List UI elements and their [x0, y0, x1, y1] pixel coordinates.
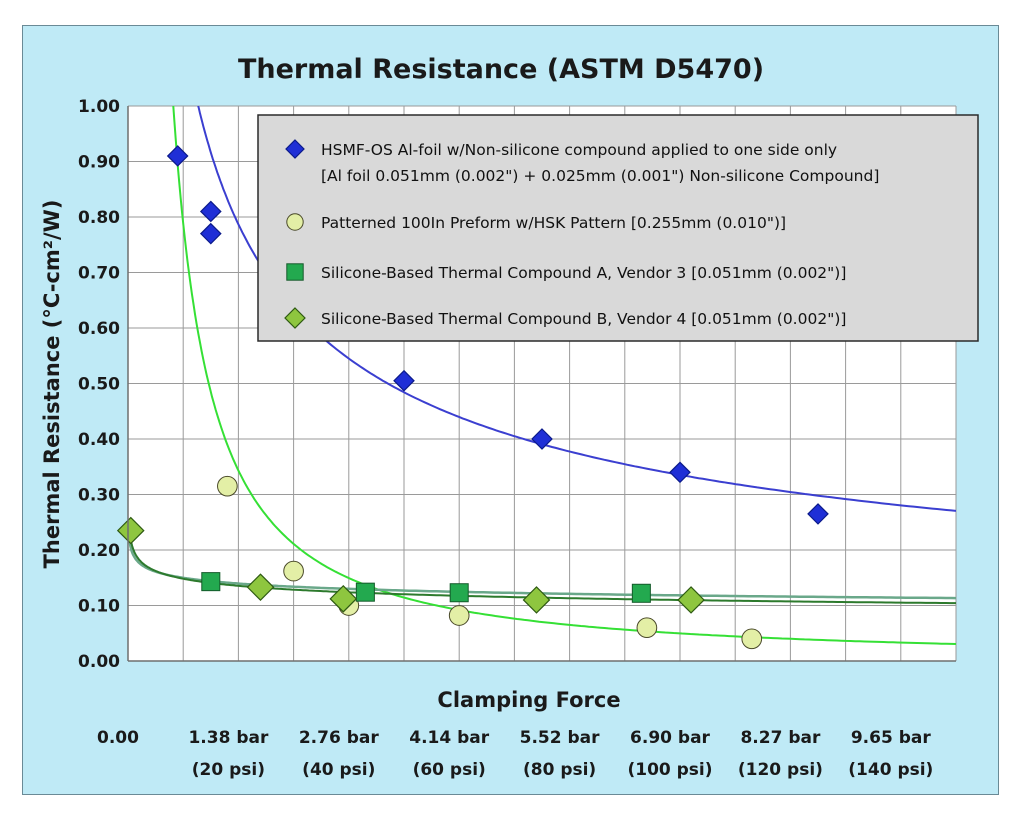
series-1-point [199, 222, 222, 245]
x-tick-label: 4.14 bar [409, 728, 490, 748]
series-3-point [201, 572, 221, 592]
legend-label-3: Silicone-Based Thermal Compound A, Vendo… [321, 264, 846, 282]
series-1-point [807, 503, 829, 525]
series-2-point [448, 605, 470, 626]
legend-marker-3 [286, 263, 304, 281]
x-tick-sublabel: (80 psi) [523, 760, 596, 780]
x-tick-sublabel: (60 psi) [413, 760, 486, 780]
y-tick-label: 0.80 [78, 208, 120, 228]
series-2-point [283, 560, 304, 582]
x-tick-sublabel: (120 psi) [738, 760, 823, 780]
x-tick-label: 2.76 bar [299, 728, 380, 748]
y-tick-label: 0.90 [78, 153, 120, 173]
series-1-point [199, 200, 222, 223]
x-axis-label: Clamping Force [437, 688, 620, 712]
y-tick-label: 0.30 [78, 486, 120, 506]
legend-label-1: HSMF-OS Al-foil w/Non-silicone compound … [321, 141, 837, 159]
series-4-point [329, 584, 358, 613]
series-4-point [116, 516, 145, 545]
x-tick-sublabel: (20 psi) [192, 760, 265, 780]
x-tick-label: 6.90 bar [630, 728, 711, 748]
y-tick-label: 0.50 [78, 375, 120, 395]
series-4-point [522, 586, 551, 614]
legend: HSMF-OS Al-foil w/Non-silicone compound … [257, 114, 979, 342]
series-2-point [741, 628, 763, 650]
y-tick-label: 0.20 [78, 541, 120, 561]
legend-marker-2 [286, 213, 304, 231]
series-1-point [669, 461, 691, 484]
legend-label-4: Silicone-Based Thermal Compound B, Vendo… [321, 310, 846, 328]
chart-title: Thermal Resistance (ASTM D5470) [238, 54, 764, 85]
y-axis-label: Thermal Resistance (°C-cm²/W) [40, 200, 64, 569]
x-tick-label: 8.27 bar [740, 728, 821, 748]
series-1-point [166, 145, 189, 167]
y-tick-label: 0.10 [78, 597, 120, 617]
chart-frame: Thermal Resistance (ASTM D5470) 0.00 0.10… [22, 25, 999, 795]
y-tick-label: 0.70 [78, 264, 120, 284]
legend-label-2: Patterned 100In Preform w/HSK Pattern [0… [321, 214, 786, 232]
x-tick-sublabel: (40 psi) [302, 760, 375, 780]
y-tick-label: 0.00 [78, 652, 120, 672]
series-4-point [246, 573, 275, 602]
legend-label-1-line2: [Al foil 0.051mm (0.002") + 0.025mm (0.0… [321, 167, 879, 185]
series-1-point [393, 369, 415, 392]
y-tick-label: 0.40 [78, 430, 120, 450]
thermal-resistance-chart: Thermal Resistance (ASTM D5470) 0.00 0.10… [40, 54, 979, 780]
series-4-trendline [128, 531, 956, 605]
series-3-point [355, 582, 375, 602]
series-2-point [636, 617, 658, 639]
x-tick-sublabel: (140 psi) [848, 760, 933, 780]
series-1-point [531, 428, 553, 450]
x-tick-label: 0.00 [97, 728, 139, 748]
series-3-point [631, 583, 651, 603]
y-tick-label: 0.60 [78, 319, 120, 339]
series-4-point [677, 586, 705, 614]
legend-marker-1 [285, 139, 305, 159]
y-tick-label: 1.00 [78, 97, 120, 117]
legend-marker-4 [284, 307, 306, 329]
x-tick-sublabel: (100 psi) [627, 760, 712, 780]
series-1-trendline [197, 106, 956, 512]
series-3-point [449, 583, 469, 603]
x-tick-label: 1.38 bar [188, 728, 269, 748]
legend-box [257, 114, 979, 342]
x-tick-label: 9.65 bar [851, 728, 932, 748]
series-2-point [217, 475, 238, 497]
x-tick-label: 5.52 bar [520, 728, 601, 748]
